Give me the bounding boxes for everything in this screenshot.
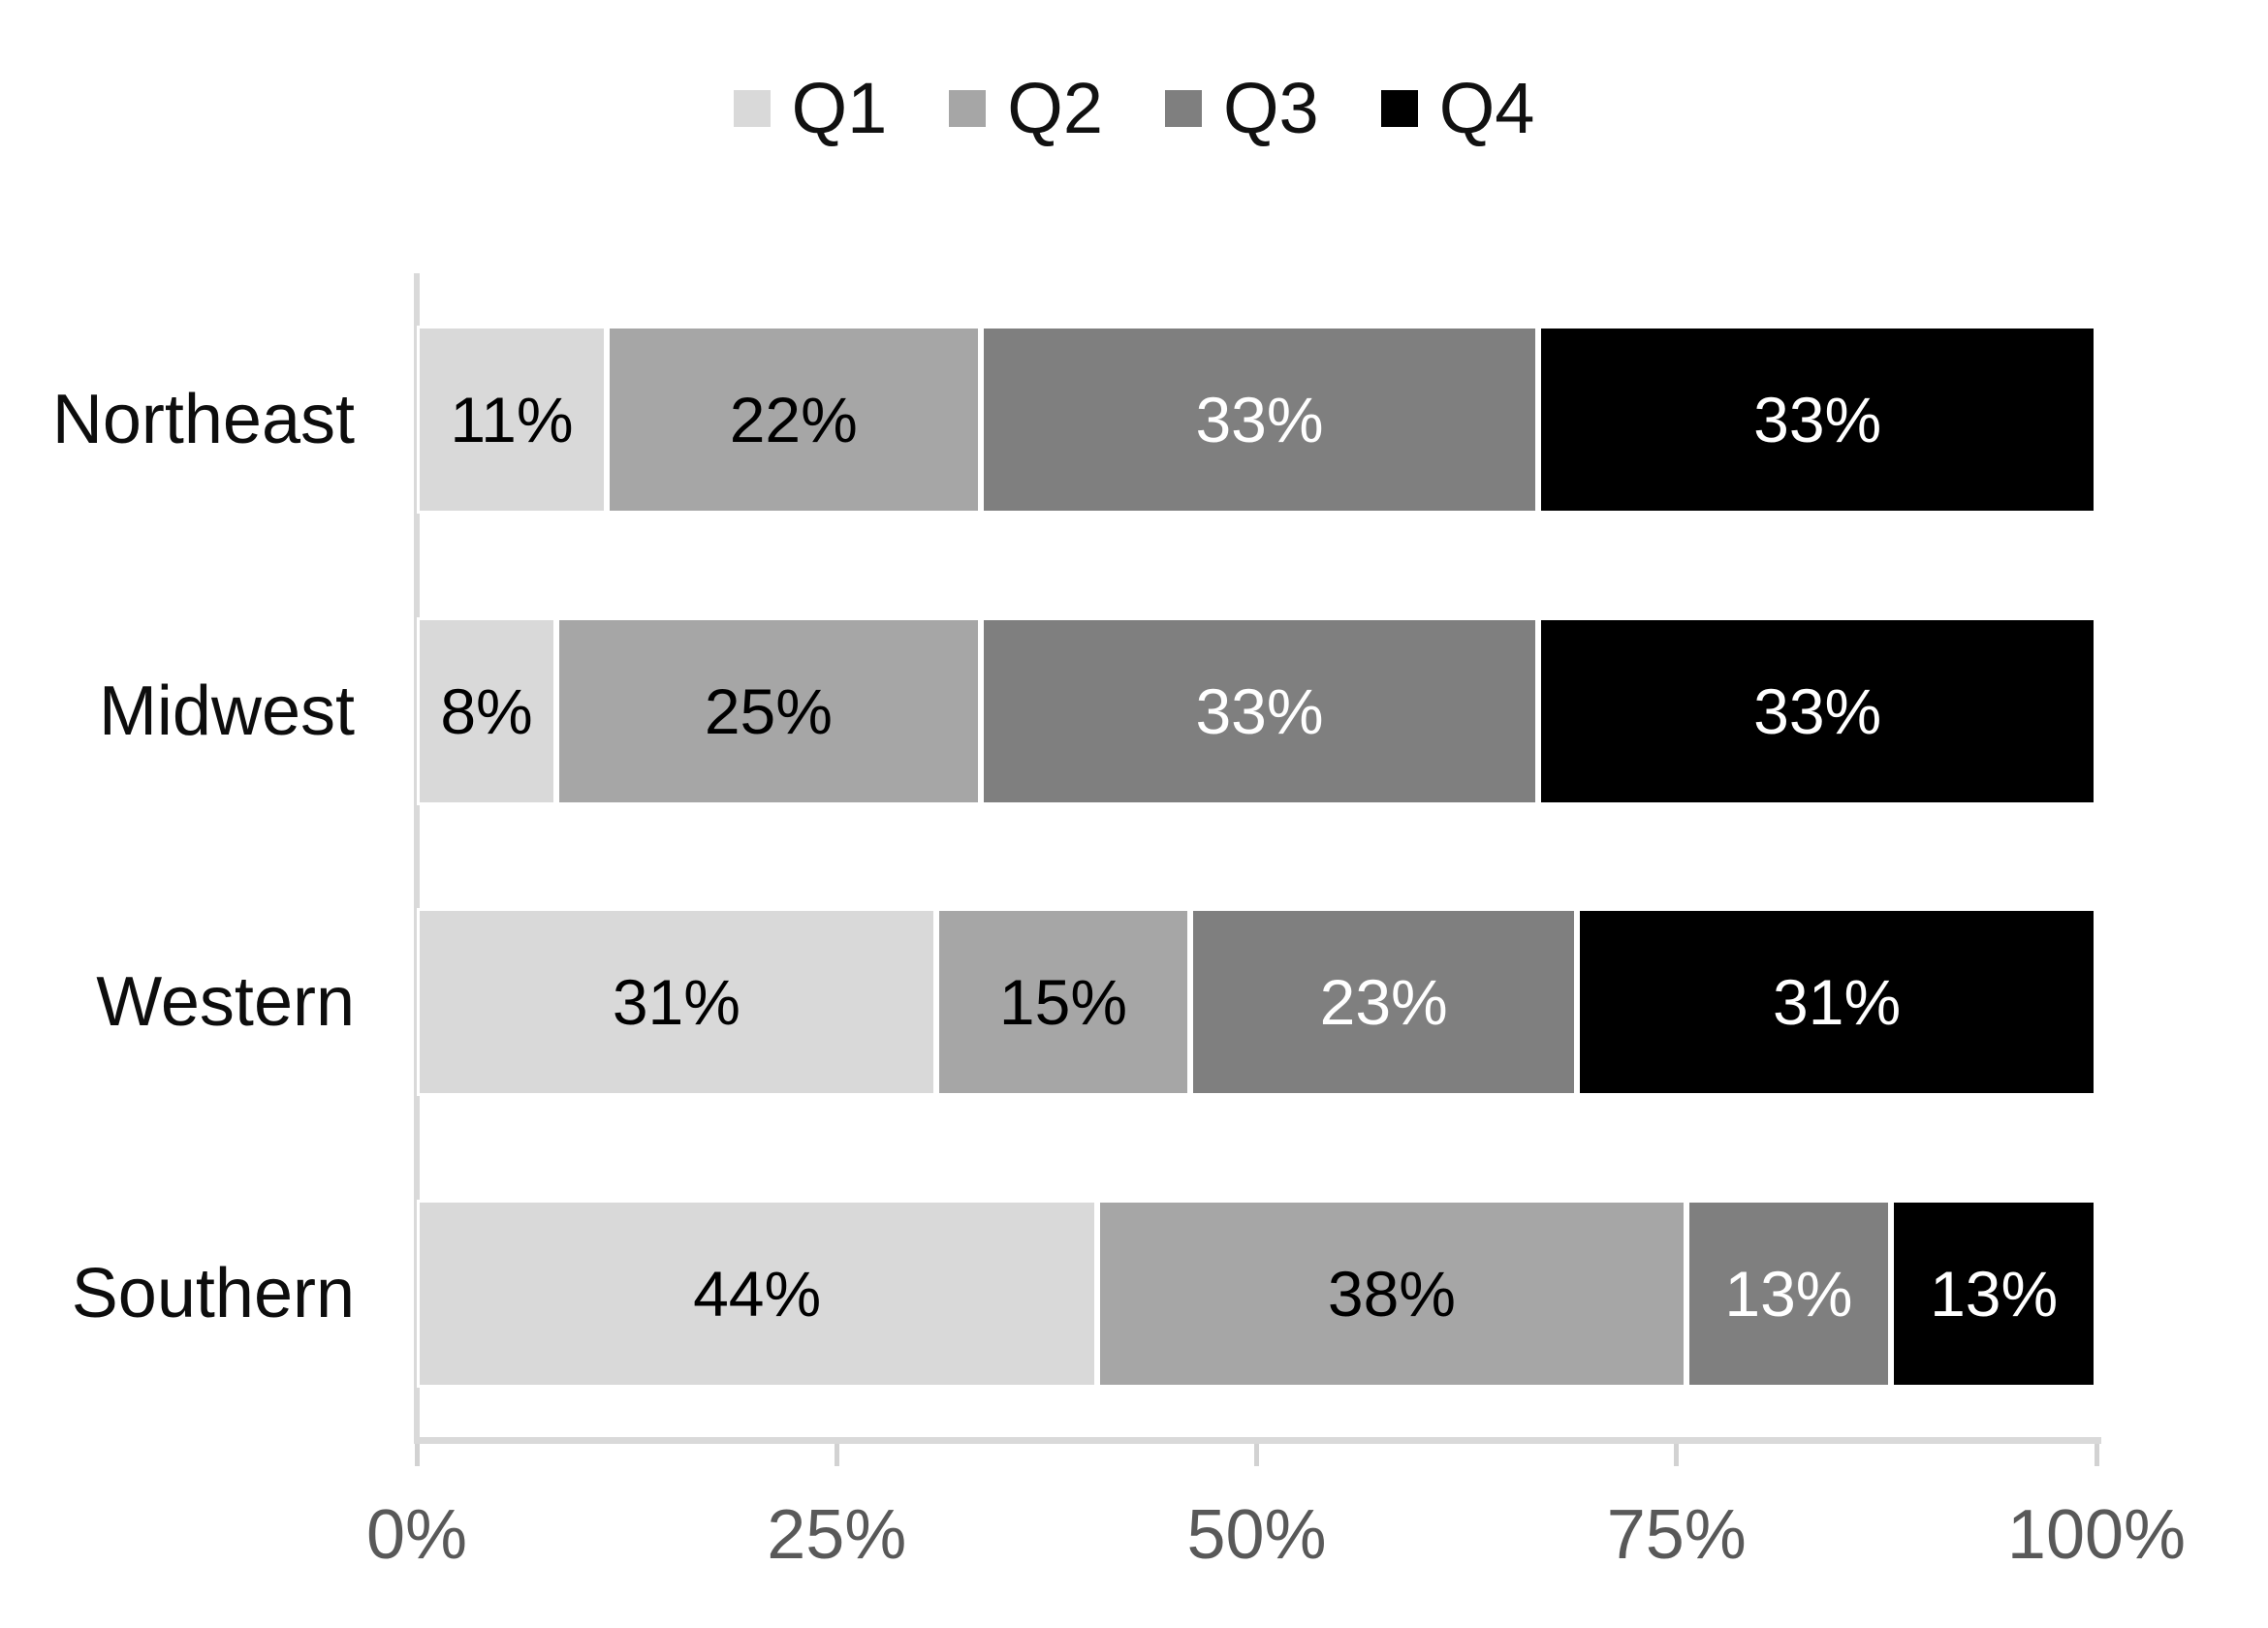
segment-data-label: 13%: [1724, 1258, 1853, 1330]
legend-item-q2: Q2: [949, 73, 1103, 144]
y-axis-line: [414, 273, 420, 1444]
segment-q3-midwest: 33%: [980, 616, 1539, 805]
bar-row-midwest: 8% 25% 33% 33%: [417, 616, 2096, 805]
segment-data-label: 11%: [450, 384, 574, 455]
segment-data-label: 13%: [1930, 1258, 2059, 1330]
bar-row-western: 31% 15% 23% 31%: [417, 908, 2096, 1097]
segment-q1-western: 31%: [417, 908, 936, 1097]
segment-data-label: 33%: [1753, 384, 1882, 455]
segment-data-label: 23%: [1319, 966, 1448, 1039]
segment-q2-western: 15%: [935, 908, 1191, 1097]
segment-data-label: 15%: [998, 966, 1128, 1039]
segment-data-label: 44%: [693, 1258, 822, 1330]
segment-data-label: 31%: [1773, 966, 1902, 1039]
x-axis-tick: [1254, 1444, 1259, 1466]
segment-q4-midwest: 33%: [1538, 616, 2096, 805]
segment-q1-northeast: 11%: [417, 326, 607, 514]
segment-q1-southern: 44%: [417, 1200, 1098, 1388]
x-axis-tick: [834, 1444, 839, 1466]
legend-item-q3: Q3: [1165, 73, 1319, 144]
legend-swatch-q1: [733, 90, 771, 127]
segment-q2-southern: 38%: [1097, 1200, 1686, 1388]
segment-data-label: 33%: [1753, 674, 1882, 747]
x-axis-line: [414, 1437, 2101, 1444]
segment-q4-northeast: 33%: [1538, 326, 2097, 514]
bar-row-northeast: 11% 22% 33% 33%: [417, 326, 2097, 514]
segment-data-label: 33%: [1195, 384, 1324, 455]
segment-q1-midwest: 8%: [417, 616, 557, 805]
x-axis-tick-label: 0%: [365, 1496, 468, 1574]
legend-item-q4: Q4: [1380, 68, 1535, 148]
segment-q3-western: 23%: [1190, 908, 1578, 1097]
legend-swatch-q4: [1380, 90, 1418, 127]
bar-row-southern: 44% 38% 13% 13%: [417, 1200, 2097, 1388]
segment-q4-southern: 13%: [1891, 1200, 2097, 1388]
segment-data-label: 22%: [729, 384, 858, 455]
x-axis-tick: [2094, 1444, 2099, 1466]
legend-swatch-q2: [949, 90, 987, 127]
x-axis-tick: [1674, 1444, 1680, 1466]
segment-q4-western: 31%: [1577, 908, 2096, 1097]
category-label-northeast: Northeast: [51, 381, 355, 458]
x-axis-tick-label: 100%: [2006, 1496, 2187, 1574]
segment-q2-northeast: 22%: [606, 326, 981, 514]
x-axis-tick-label: 75%: [1606, 1496, 1747, 1574]
legend-item-q1: Q1: [733, 68, 888, 148]
segment-data-label: 31%: [612, 966, 740, 1039]
segment-data-label: 33%: [1195, 674, 1324, 747]
segment-data-label: 8%: [440, 674, 533, 747]
segment-q3-northeast: 33%: [980, 326, 1539, 514]
legend: Q1 Q2 Q3 Q4: [0, 60, 2268, 157]
x-axis-tick-label: 50%: [1186, 1496, 1327, 1574]
segment-q3-southern: 13%: [1685, 1200, 1892, 1388]
legend-swatch-q3: [1165, 90, 1202, 127]
category-label-midwest: Midwest: [98, 672, 355, 750]
legend-label: Q3: [1223, 68, 1319, 148]
legend-label: Q2: [1007, 68, 1103, 148]
category-label-western: Western: [96, 963, 355, 1042]
segment-data-label: 38%: [1327, 1258, 1456, 1330]
category-label-southern: Southern: [71, 1255, 355, 1332]
legend-label: Q1: [791, 68, 888, 148]
x-axis-tick: [414, 1444, 420, 1466]
x-axis-tick-label: 25%: [767, 1496, 907, 1574]
legend-label: Q4: [1438, 68, 1535, 148]
segment-q2-midwest: 25%: [556, 616, 981, 805]
segment-data-label: 25%: [704, 674, 833, 747]
